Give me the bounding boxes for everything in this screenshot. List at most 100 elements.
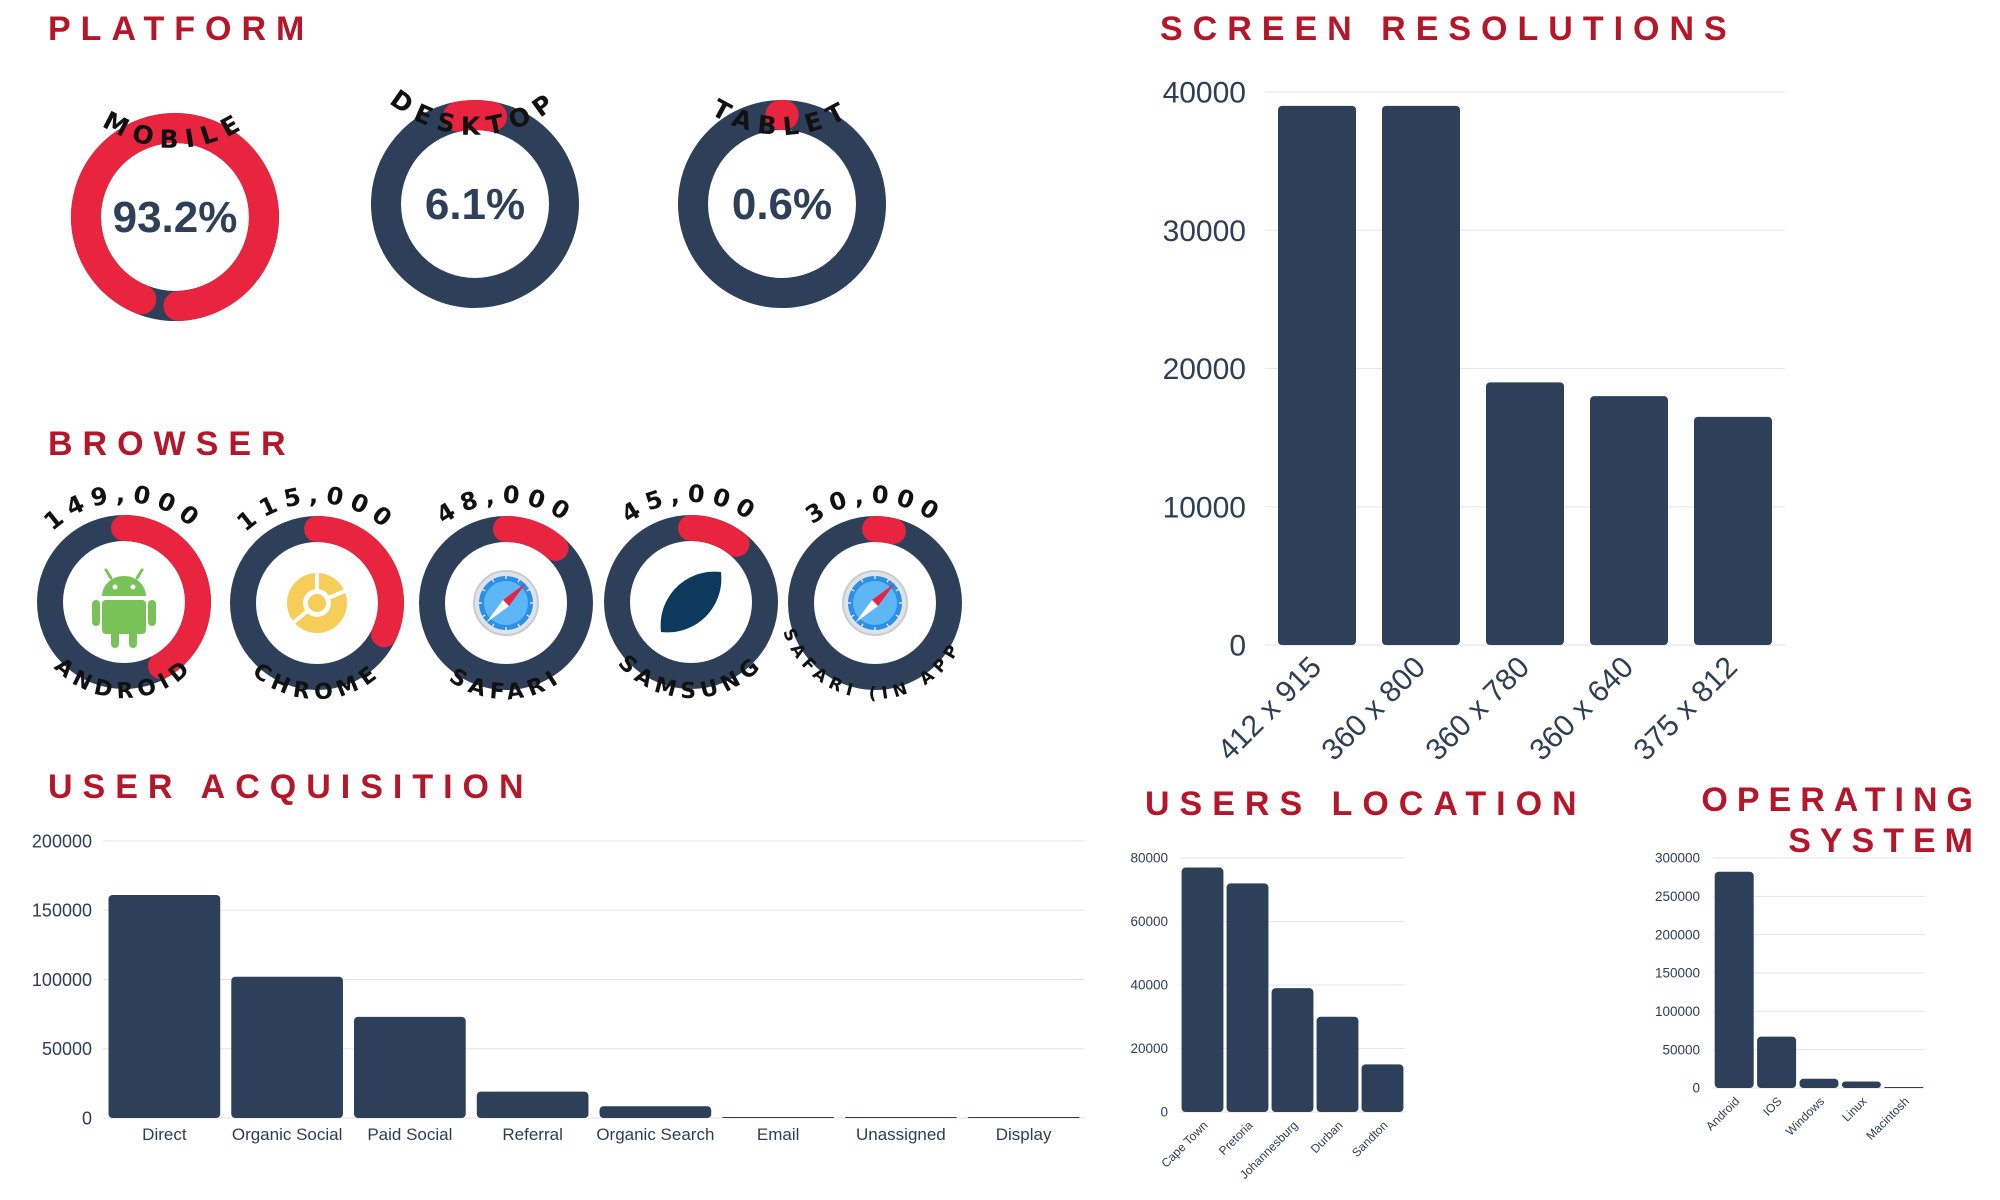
x-tick-label-linux: Linux [1839, 1094, 1869, 1124]
y-tick-label: 0 [82, 1108, 92, 1128]
x-tick-label-windows: Windows [1783, 1094, 1827, 1138]
x-tick-label-direct: Direct [142, 1125, 187, 1144]
bar-linux [1841, 1081, 1881, 1088]
y-tick-label: 50000 [1662, 1042, 1700, 1057]
y-tick-label: 300000 [1655, 851, 1700, 866]
bar-durban [1316, 1016, 1359, 1112]
y-tick-label: 100000 [32, 970, 92, 990]
platform-donut-mobile: 93.2% [71, 113, 279, 321]
browser-donut-android [37, 515, 211, 689]
y-tick-label: 0 [1692, 1081, 1700, 1096]
y-tick-label: 150000 [32, 901, 92, 921]
bar-email [722, 1117, 834, 1118]
y-tick-label: 0 [1229, 630, 1246, 663]
x-tick-label-360-x-800: 360 x 800 [1315, 651, 1432, 768]
x-tick-label-android: Android [1703, 1094, 1742, 1133]
bar-360-x-640 [1590, 396, 1668, 645]
x-tick-label-paid-social: Paid Social [367, 1125, 452, 1144]
platform-donut-desktop: 6.1% [371, 100, 579, 308]
x-tick-label-pretoria: Pretoria [1216, 1118, 1256, 1158]
x-tick-label-referral: Referral [502, 1125, 562, 1144]
bar-referral [476, 1091, 589, 1118]
donut-value-arc [304, 516, 404, 648]
chrome-icon [287, 573, 347, 633]
x-tick-label-organic-search: Organic Search [596, 1125, 714, 1144]
x-tick-label-cape-town: Cape Town [1158, 1118, 1210, 1170]
y-tick-label: 50000 [42, 1039, 92, 1059]
samsung-icon [660, 571, 722, 633]
donut-value-arc [71, 113, 279, 321]
bar-windows [1799, 1078, 1839, 1088]
x-tick-label-412-x-915: 412 x 915 [1211, 651, 1328, 768]
y-tick-label: 60000 [1130, 914, 1168, 929]
y-tick-label: 200000 [1655, 927, 1700, 942]
y-tick-label: 30000 [1163, 215, 1246, 248]
operating-system-title: OPERATING SYSTEM [1701, 780, 1982, 862]
y-tick-label: 100000 [1655, 1004, 1700, 1019]
x-tick-label-360-x-780: 360 x 780 [1419, 651, 1536, 768]
platform-percentage: 93.2% [113, 193, 238, 242]
y-tick-label: 20000 [1130, 1041, 1168, 1056]
bar-sandton [1361, 1064, 1404, 1112]
bar-organic-search [599, 1106, 712, 1118]
y-tick-label: 80000 [1130, 851, 1168, 866]
x-tick-label-organic-social: Organic Social [232, 1125, 343, 1144]
users-location-title: USERS LOCATION [1145, 785, 1587, 823]
donut-value-arc [862, 516, 906, 545]
bar-direct [108, 895, 221, 1118]
screen-resolutions-title: SCREEN RESOLUTIONS [1160, 10, 1737, 48]
x-tick-label-durban: Durban [1308, 1118, 1346, 1156]
android-icon [92, 568, 156, 648]
operating-system-chart: 0 50000 100000 150000 200000 250000 300000 Andr… [1655, 851, 1925, 1143]
user-acquisition-title: USER ACQUISITION [48, 768, 534, 806]
y-tick-label: 10000 [1163, 491, 1246, 524]
x-tick-label-360-x-640: 360 x 640 [1523, 651, 1640, 768]
bar-412-x-915 [1278, 105, 1356, 645]
x-tick-label-375-x-812: 375 x 812 [1627, 651, 1744, 768]
bar-cape-town [1181, 867, 1224, 1112]
x-tick-label-display: Display [996, 1125, 1052, 1144]
bar-ios [1757, 1036, 1797, 1088]
safari-icon [473, 570, 539, 636]
y-tick-label: 40000 [1163, 77, 1246, 110]
y-tick-label: 40000 [1130, 978, 1168, 993]
bar-unassigned [845, 1117, 957, 1118]
y-tick-label: 200000 [32, 831, 92, 851]
x-tick-label-sandton: Sandton [1349, 1118, 1391, 1160]
bar-375-x-812 [1694, 416, 1772, 645]
donut-value-arc [111, 515, 211, 680]
operating-system-title-line2: SYSTEM [1788, 822, 1982, 860]
browser-donuts: 149,000ANDROID115,000CHROME48,000SAFARI4… [0, 455, 962, 706]
x-tick-label-unassigned: Unassigned [856, 1125, 946, 1144]
bar-johannesburg [1271, 988, 1314, 1112]
donut-value-arc [443, 100, 507, 132]
platform-title: PLATFORM [48, 10, 315, 48]
x-tick-label-ios: IOS [1760, 1094, 1785, 1119]
browser-donut-safari-in-app [788, 516, 962, 690]
browser-donut-chrome [230, 516, 404, 690]
donut-value-arc [678, 515, 750, 557]
platform-donut-tablet: 0.6% [678, 100, 886, 308]
donut-value-arc [493, 516, 569, 562]
operating-system-title-line1: OPERATING [1701, 781, 1982, 819]
bar-360-x-780 [1486, 382, 1564, 645]
x-tick-label-email: Email [757, 1125, 800, 1144]
bar-organic-social [231, 976, 343, 1118]
bar-display [967, 1117, 1080, 1118]
bar-360-x-800 [1382, 105, 1460, 645]
platform-percentage: 0.6% [732, 180, 832, 229]
platform-percentage: 6.1% [425, 180, 525, 229]
y-tick-label: 150000 [1655, 966, 1700, 981]
browser-donut-safari [419, 516, 593, 690]
user-acquisition-chart: 0 50000 100000 150000 200000 Direct Organic So… [32, 831, 1085, 1144]
bar-pretoria [1226, 883, 1269, 1112]
bar-macintosh [1884, 1087, 1924, 1088]
bar-android [1714, 871, 1754, 1088]
bar-paid-social [354, 1016, 466, 1118]
safari-icon [842, 570, 908, 636]
x-tick-label-macintosh: Macintosh [1863, 1094, 1912, 1143]
y-tick-label: 250000 [1655, 889, 1700, 904]
